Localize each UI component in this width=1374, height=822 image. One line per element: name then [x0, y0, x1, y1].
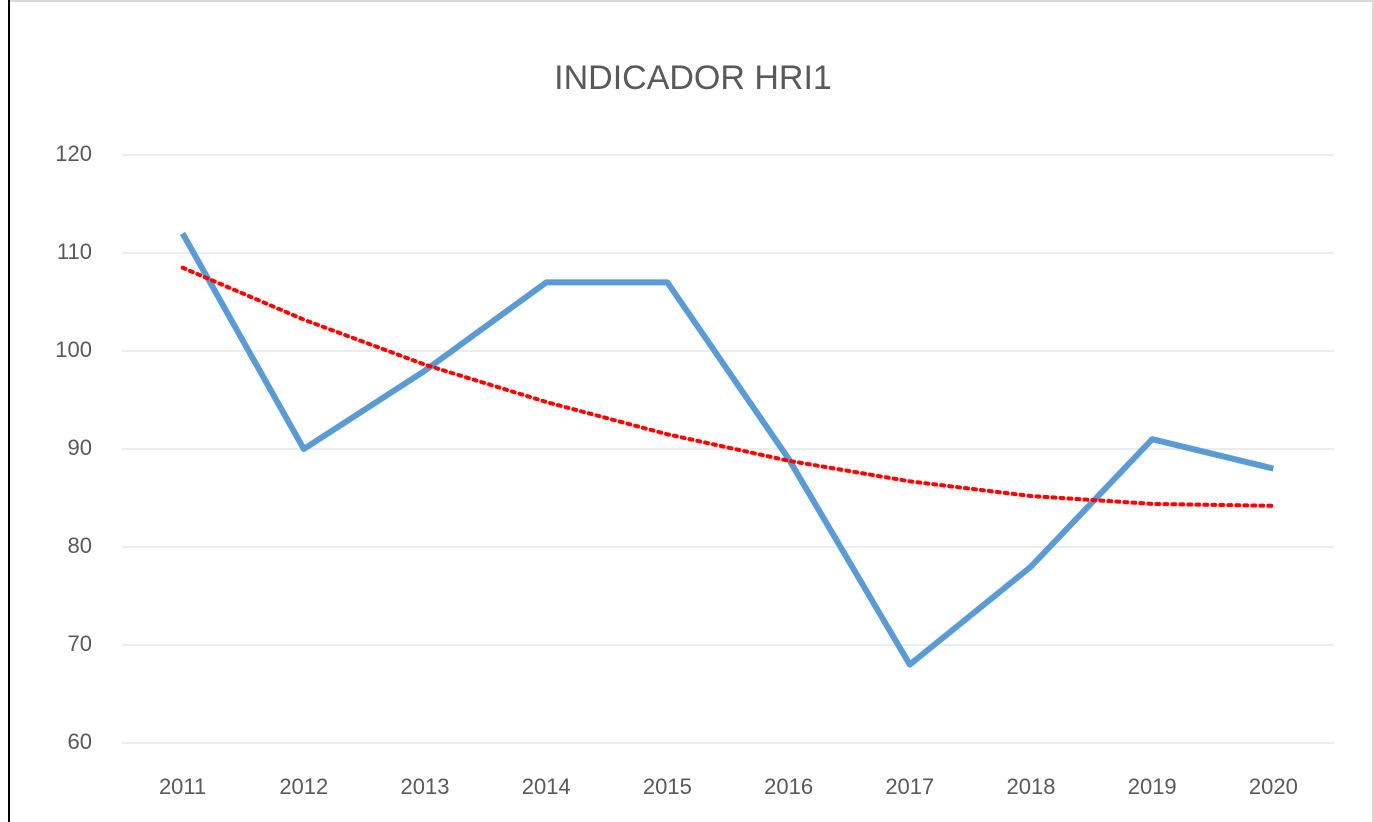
x-tick-label: 2011 [159, 774, 206, 799]
data-line [179, 231, 1275, 668]
x-tick-label: 2018 [1007, 774, 1056, 799]
x-tick-label: 2019 [1128, 774, 1177, 799]
chart-title: INDICADOR HRI1 [554, 59, 832, 97]
y-tick-label: 100 [55, 337, 92, 362]
x-tick-label: 2015 [643, 774, 692, 799]
chart-frame [8, 0, 1374, 822]
y-tick-label: 60 [68, 729, 92, 754]
trend-line [180, 265, 1276, 508]
y-tick-label: 80 [68, 533, 92, 558]
y-tick-label: 70 [68, 631, 92, 656]
x-tick-label: 2014 [522, 774, 571, 799]
x-tick-label: 2016 [764, 774, 813, 799]
x-tick-label: 2012 [279, 774, 328, 799]
x-tick-label: 2020 [1249, 774, 1298, 799]
y-tick-label: 110 [57, 239, 92, 264]
y-tick-label: 90 [68, 435, 92, 460]
x-tick-label: 2017 [885, 774, 934, 799]
x-tick-label: 2013 [401, 774, 450, 799]
y-tick-label: 120 [55, 141, 92, 166]
